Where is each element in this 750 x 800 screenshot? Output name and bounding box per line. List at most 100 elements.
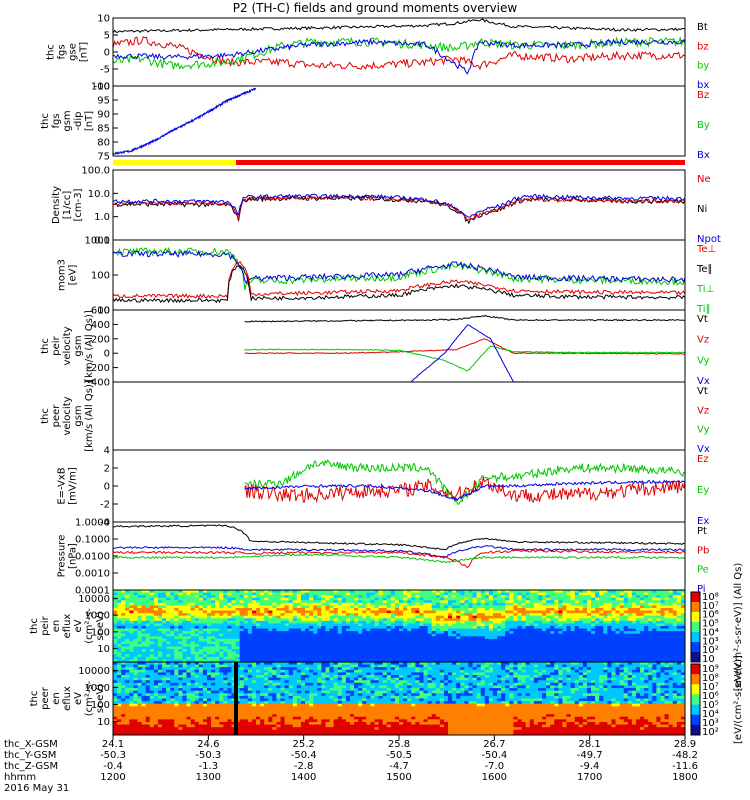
spectrogram-cell xyxy=(329,620,335,624)
spectrogram-cell xyxy=(313,662,318,666)
spectrogram-cell xyxy=(198,662,204,666)
spectrogram-cell xyxy=(668,641,674,645)
spectrogram-cell xyxy=(386,592,392,596)
spectrogram-cell xyxy=(644,675,649,679)
spectrogram-cell xyxy=(251,600,257,604)
spectrogram-cell xyxy=(280,608,285,611)
spectrogram-cell xyxy=(595,646,600,650)
spectrogram-cell xyxy=(672,626,678,629)
spectrogram-cell xyxy=(427,675,433,679)
spectrogram-cell xyxy=(349,608,355,611)
spectrogram-cell xyxy=(648,638,653,642)
spectrogram-cell xyxy=(174,592,179,596)
spectrogram-cell xyxy=(619,633,625,637)
spectrogram-cell xyxy=(521,646,527,650)
spectrogram-cell xyxy=(631,605,637,609)
spectrogram-cell xyxy=(182,592,187,596)
spectrogram-cell xyxy=(141,608,147,611)
spectrogram-cell xyxy=(488,595,494,599)
spectrogram-cell xyxy=(464,631,469,635)
spectrogram-cell xyxy=(603,631,608,635)
spectrogram-cell xyxy=(370,662,375,666)
spectrogram-cell xyxy=(260,626,265,629)
spectrogram-cell xyxy=(313,659,318,663)
spectrogram-cell xyxy=(162,600,167,604)
spectrogram-cell xyxy=(497,636,502,640)
spectrogram-cell xyxy=(546,590,551,593)
spectrogram-cell xyxy=(211,641,216,645)
spectrogram-cell xyxy=(566,602,571,606)
spectrogram-cell xyxy=(174,672,179,676)
spectrogram-cell xyxy=(599,633,604,637)
spectrogram-cell xyxy=(182,662,187,666)
spectrogram-cell xyxy=(525,626,531,629)
spectrogram-cell xyxy=(227,633,232,637)
spectrogram-cell xyxy=(492,600,498,604)
spectrogram-cell xyxy=(586,646,592,650)
spectrogram-cell xyxy=(419,646,424,650)
spectrogram-cell xyxy=(325,600,330,604)
spectrogram-cell xyxy=(603,659,608,663)
spectrogram-cell xyxy=(468,623,473,627)
spectrogram-cell xyxy=(652,649,657,653)
spectrogram-cell xyxy=(251,633,257,637)
spectrogram-cell xyxy=(574,646,580,650)
spectrogram-cell xyxy=(378,597,384,601)
spectrogram-cell xyxy=(570,633,576,637)
spectrogram-cell xyxy=(492,654,498,658)
spectrogram-cell xyxy=(570,610,576,614)
spectrogram-cell xyxy=(186,631,192,635)
spectrogram-cell xyxy=(362,641,367,645)
spectrogram-cell xyxy=(529,675,535,679)
spectrogram-cell xyxy=(186,623,192,627)
spectrogram-cell xyxy=(211,656,216,660)
spectrogram-cell xyxy=(550,631,555,635)
spectrogram-cell xyxy=(631,618,637,622)
spectrogram-cell xyxy=(599,592,604,596)
spectrogram-cell xyxy=(562,615,567,619)
spectrogram-cell xyxy=(366,675,371,679)
spectrogram-cell xyxy=(268,654,273,658)
spectrogram-cell xyxy=(284,597,290,601)
spectrogram-cell xyxy=(362,600,367,604)
spectrogram-cell xyxy=(595,636,600,640)
spectrogram-cell xyxy=(439,638,445,642)
spectrogram-cell xyxy=(570,654,576,658)
spectrogram-cell xyxy=(505,633,510,637)
spectrogram-cell xyxy=(202,626,208,629)
spectrogram-cell xyxy=(603,675,608,679)
spectrogram-cell xyxy=(153,631,159,635)
spectrogram-cell xyxy=(243,677,249,681)
spectrogram-cell xyxy=(345,597,351,601)
spectrogram-cell xyxy=(264,654,269,658)
spectrogram-cell xyxy=(680,626,686,629)
spectrogram-cell xyxy=(403,633,408,637)
spectrogram-cell xyxy=(566,623,571,627)
spectrogram-cell xyxy=(664,641,670,645)
spectrogram-cell xyxy=(513,654,518,658)
spectrogram-cell xyxy=(121,590,126,593)
spectrogram-cell xyxy=(399,641,404,645)
spectrogram-cell xyxy=(276,610,281,614)
spectrogram-cell xyxy=(533,662,539,666)
spectrogram-cell xyxy=(537,631,543,635)
spectrogram-cell xyxy=(492,610,498,614)
spectrogram-cell xyxy=(640,610,645,614)
spectrogram-cell xyxy=(619,667,625,671)
spectrogram-cell xyxy=(166,669,171,673)
spectrogram-cell xyxy=(149,646,155,650)
spectrogram-cell xyxy=(603,620,608,624)
spectrogram-cell xyxy=(341,649,347,653)
spectrogram-cell xyxy=(431,610,437,614)
spectrogram-cell xyxy=(329,675,335,679)
spectrogram-cell xyxy=(313,672,318,676)
spectrogram-cell xyxy=(627,672,633,676)
spectrogram-cell xyxy=(231,649,236,653)
spectrogram-cell xyxy=(280,641,285,645)
spectrogram-cell xyxy=(117,669,122,673)
spectrogram-cell xyxy=(672,669,678,673)
spectrogram-cell xyxy=(247,618,253,622)
spectrogram-cell xyxy=(660,641,665,645)
spectrogram-cell xyxy=(403,597,408,601)
spectrogram-cell xyxy=(382,672,388,676)
